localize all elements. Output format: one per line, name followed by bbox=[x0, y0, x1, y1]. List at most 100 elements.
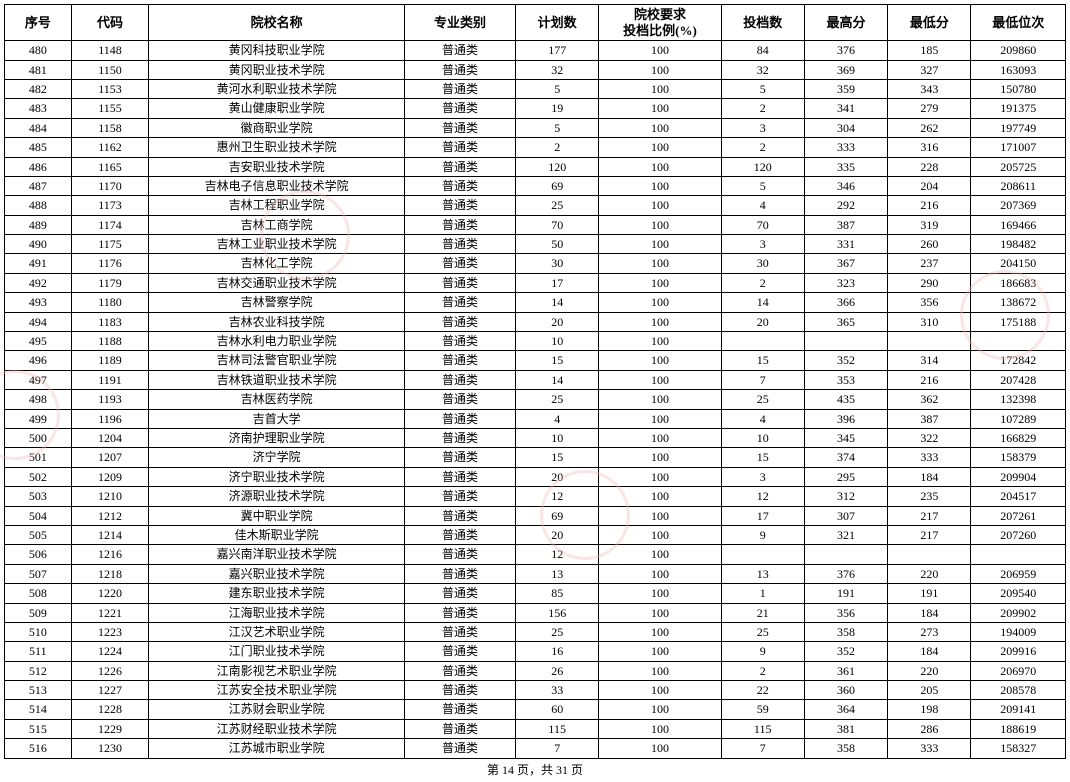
table-cell: 279 bbox=[888, 99, 971, 118]
table-cell: 260 bbox=[888, 235, 971, 254]
table-cell: 369 bbox=[804, 60, 887, 79]
table-row: 5051214佳木斯职业学院普通类201009321217207260 bbox=[5, 525, 1066, 544]
table-cell: 1162 bbox=[71, 138, 149, 157]
table-cell: 33 bbox=[516, 681, 599, 700]
table-cell: 嘉兴南洋职业技术学院 bbox=[149, 545, 405, 564]
table-cell: 198 bbox=[888, 700, 971, 719]
table-cell: 普通类 bbox=[404, 467, 515, 486]
table-cell: 30 bbox=[516, 254, 599, 273]
table-cell: 嘉兴职业技术学院 bbox=[149, 564, 405, 583]
column-header: 最低位次 bbox=[971, 5, 1066, 41]
table-cell: 310 bbox=[888, 312, 971, 331]
table-cell: 495 bbox=[5, 332, 72, 351]
table-row: 5021209济宁职业技术学院普通类201003295184209904 bbox=[5, 467, 1066, 486]
table-cell: 25 bbox=[516, 390, 599, 409]
table-cell: 172842 bbox=[971, 351, 1066, 370]
table-cell: 191 bbox=[888, 584, 971, 603]
admission-table: 序号代码院校名称专业类别计划数院校要求投档比例(%)投档数最高分最低分最低位次 … bbox=[4, 4, 1066, 759]
table-cell: 30 bbox=[721, 254, 804, 273]
table-cell bbox=[721, 545, 804, 564]
table-cell: 32 bbox=[516, 60, 599, 79]
table-cell: 15 bbox=[721, 448, 804, 467]
table-cell: 216 bbox=[888, 370, 971, 389]
table-cell: 1218 bbox=[71, 564, 149, 583]
table-cell: 1 bbox=[721, 584, 804, 603]
table-cell: 26 bbox=[516, 661, 599, 680]
table-cell: 吉林农业科技学院 bbox=[149, 312, 405, 331]
table-cell: 普通类 bbox=[404, 370, 515, 389]
table-cell: 1220 bbox=[71, 584, 149, 603]
table-cell: 25 bbox=[516, 196, 599, 215]
table-cell: 512 bbox=[5, 661, 72, 680]
table-cell: 普通类 bbox=[404, 700, 515, 719]
table-row: 5151229江苏财经职业技术学院普通类11510011538128618861… bbox=[5, 719, 1066, 738]
table-cell: 4 bbox=[721, 196, 804, 215]
table-cell: 490 bbox=[5, 235, 72, 254]
table-cell: 黄冈科技职业学院 bbox=[149, 41, 405, 60]
table-cell: 普通类 bbox=[404, 390, 515, 409]
table-cell: 100 bbox=[599, 448, 721, 467]
column-header: 最高分 bbox=[804, 5, 887, 41]
table-cell: 100 bbox=[599, 254, 721, 273]
table-cell: 209904 bbox=[971, 467, 1066, 486]
table-row: 4831155黄山健康职业学院普通类191002341279191375 bbox=[5, 99, 1066, 118]
table-cell: 1173 bbox=[71, 196, 149, 215]
table-cell: 387 bbox=[888, 409, 971, 428]
table-cell: 502 bbox=[5, 467, 72, 486]
table-cell: 100 bbox=[599, 41, 721, 60]
table-cell: 普通类 bbox=[404, 254, 515, 273]
table-cell: 2 bbox=[516, 138, 599, 157]
column-header: 计划数 bbox=[516, 5, 599, 41]
table-cell: 1165 bbox=[71, 157, 149, 176]
table-cell: 1183 bbox=[71, 312, 149, 331]
table-cell: 1207 bbox=[71, 448, 149, 467]
table-cell: 333 bbox=[804, 138, 887, 157]
table-cell: 3 bbox=[721, 118, 804, 137]
table-cell: 84 bbox=[721, 41, 804, 60]
table-cell: 吉林工程职业学院 bbox=[149, 196, 405, 215]
table-cell: 500 bbox=[5, 429, 72, 448]
table-cell: 4 bbox=[516, 409, 599, 428]
table-cell: 冀中职业学院 bbox=[149, 506, 405, 525]
table-cell: 316 bbox=[888, 138, 971, 157]
table-cell: 69 bbox=[516, 506, 599, 525]
column-header: 院校名称 bbox=[149, 5, 405, 41]
table-cell: 19 bbox=[516, 99, 599, 118]
table-cell: 12 bbox=[516, 545, 599, 564]
table-cell: 204150 bbox=[971, 254, 1066, 273]
table-row: 4801148黄冈科技职业学院普通类17710084376185209860 bbox=[5, 41, 1066, 60]
table-cell: 509 bbox=[5, 603, 72, 622]
table-row: 4961189吉林司法警官职业学院普通类1510015352314172842 bbox=[5, 351, 1066, 370]
table-row: 5031210济源职业技术学院普通类1210012312235204517 bbox=[5, 487, 1066, 506]
table-cell: 217 bbox=[888, 525, 971, 544]
table-cell: 9 bbox=[721, 525, 804, 544]
table-cell: 494 bbox=[5, 312, 72, 331]
table-cell: 1230 bbox=[71, 739, 149, 758]
table-cell: 普通类 bbox=[404, 79, 515, 98]
table-cell: 341 bbox=[804, 99, 887, 118]
table-row: 5081220建东职业技术学院普通类851001191191209540 bbox=[5, 584, 1066, 603]
table-cell: 163093 bbox=[971, 60, 1066, 79]
table-cell: 100 bbox=[599, 739, 721, 758]
table-cell: 206970 bbox=[971, 661, 1066, 680]
table-cell: 499 bbox=[5, 409, 72, 428]
table-cell: 510 bbox=[5, 622, 72, 641]
table-cell: 207261 bbox=[971, 506, 1066, 525]
table-cell: 1150 bbox=[71, 60, 149, 79]
table-cell: 10 bbox=[721, 429, 804, 448]
table-cell: 1174 bbox=[71, 215, 149, 234]
table-cell: 483 bbox=[5, 99, 72, 118]
table-cell: 60 bbox=[516, 700, 599, 719]
table-cell: 1176 bbox=[71, 254, 149, 273]
table-cell: 511 bbox=[5, 642, 72, 661]
table-cell: 191375 bbox=[971, 99, 1066, 118]
table-cell: 江门职业技术学院 bbox=[149, 642, 405, 661]
table-cell: 487 bbox=[5, 176, 72, 195]
table-cell: 100 bbox=[599, 700, 721, 719]
table-cell: 吉林警察学院 bbox=[149, 293, 405, 312]
table-cell: 100 bbox=[599, 564, 721, 583]
table-cell: 322 bbox=[888, 429, 971, 448]
table-cell: 惠州卫生职业技术学院 bbox=[149, 138, 405, 157]
table-cell: 普通类 bbox=[404, 409, 515, 428]
table-row: 5041212冀中职业学院普通类6910017307217207261 bbox=[5, 506, 1066, 525]
